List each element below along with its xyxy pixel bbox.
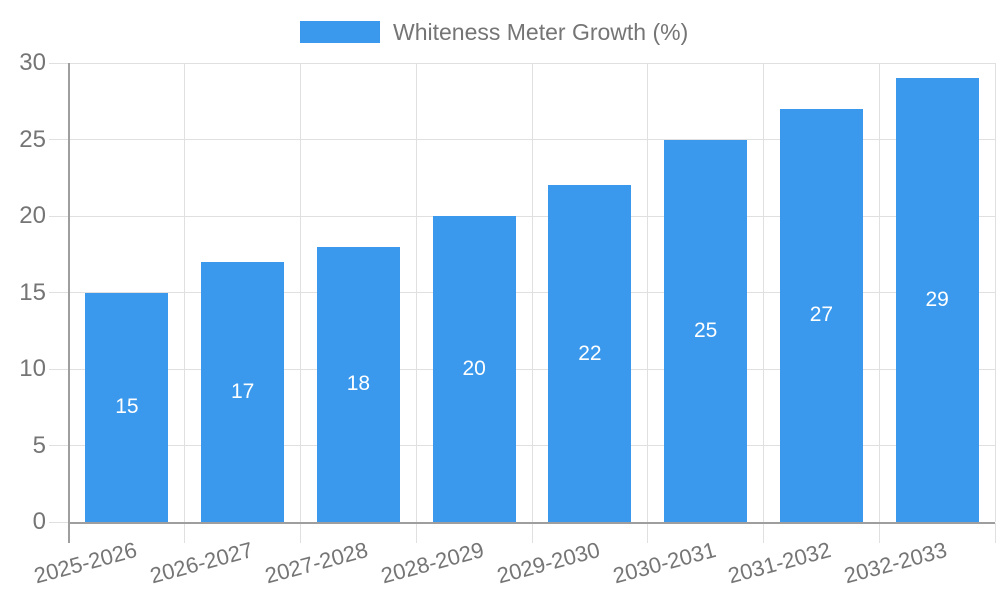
x-axis-tick	[300, 523, 301, 543]
y-axis-tick-label: 20	[19, 202, 46, 229]
x-gridline	[878, 63, 880, 522]
bar-2025-2026[interactable]	[85, 292, 169, 522]
bar-value-label: 27	[809, 303, 834, 327]
x-gridline	[647, 63, 649, 522]
y-axis-tick-label: 25	[19, 125, 46, 153]
bar-value-label: 22	[578, 341, 602, 365]
y-axis-tick-label: 5	[32, 431, 46, 459]
x-gridline	[184, 63, 186, 522]
bar-2031-2032[interactable]	[779, 108, 863, 522]
x-gridline	[994, 63, 996, 522]
x-gridline	[415, 63, 417, 522]
x-gridline	[531, 63, 533, 522]
x-axis-tick	[763, 523, 764, 543]
x-axis-tick	[184, 523, 186, 543]
y-axis-tick-label: 15	[19, 278, 46, 306]
x-gridline	[763, 63, 764, 522]
legend-item[interactable]: Whiteness Meter Growth (%)	[300, 18, 689, 45]
bar-2032-2033[interactable]	[895, 78, 979, 522]
x-gridline	[300, 63, 301, 522]
x-axis-tick	[878, 523, 880, 543]
x-axis-line	[69, 522, 995, 524]
y-gridline	[49, 445, 995, 446]
y-gridline	[49, 62, 995, 64]
bar-value-label: 17	[230, 379, 255, 403]
bar-value-label: 29	[925, 288, 949, 312]
y-gridline	[49, 368, 995, 370]
bar-2027-2028[interactable]	[316, 246, 400, 522]
y-axis-line	[68, 63, 70, 543]
bar-value-label: 18	[346, 372, 371, 396]
x-axis-tick	[531, 523, 533, 543]
y-gridline	[49, 139, 995, 140]
bar-2026-2027[interactable]	[201, 261, 285, 522]
x-axis-tick	[415, 523, 417, 543]
y-gridline	[49, 292, 995, 293]
legend-label: Whiteness Meter Growth (%)	[393, 18, 689, 45]
bar-2029-2030[interactable]	[548, 185, 632, 522]
y-axis-tick-label: 30	[19, 49, 46, 76]
y-axis-tick-label: 0	[32, 508, 46, 535]
bar-value-label: 20	[462, 357, 486, 380]
y-axis-tick-label: 10	[19, 355, 46, 382]
legend-swatch-icon	[300, 21, 380, 43]
x-axis-tick	[994, 523, 996, 543]
bar-value-label: 25	[693, 318, 718, 342]
bar-value-label: 15	[115, 395, 139, 419]
bar-2030-2031[interactable]	[664, 139, 748, 522]
y-gridline	[49, 215, 995, 217]
bar-2028-2029[interactable]	[432, 216, 516, 522]
x-axis-tick	[647, 523, 649, 543]
